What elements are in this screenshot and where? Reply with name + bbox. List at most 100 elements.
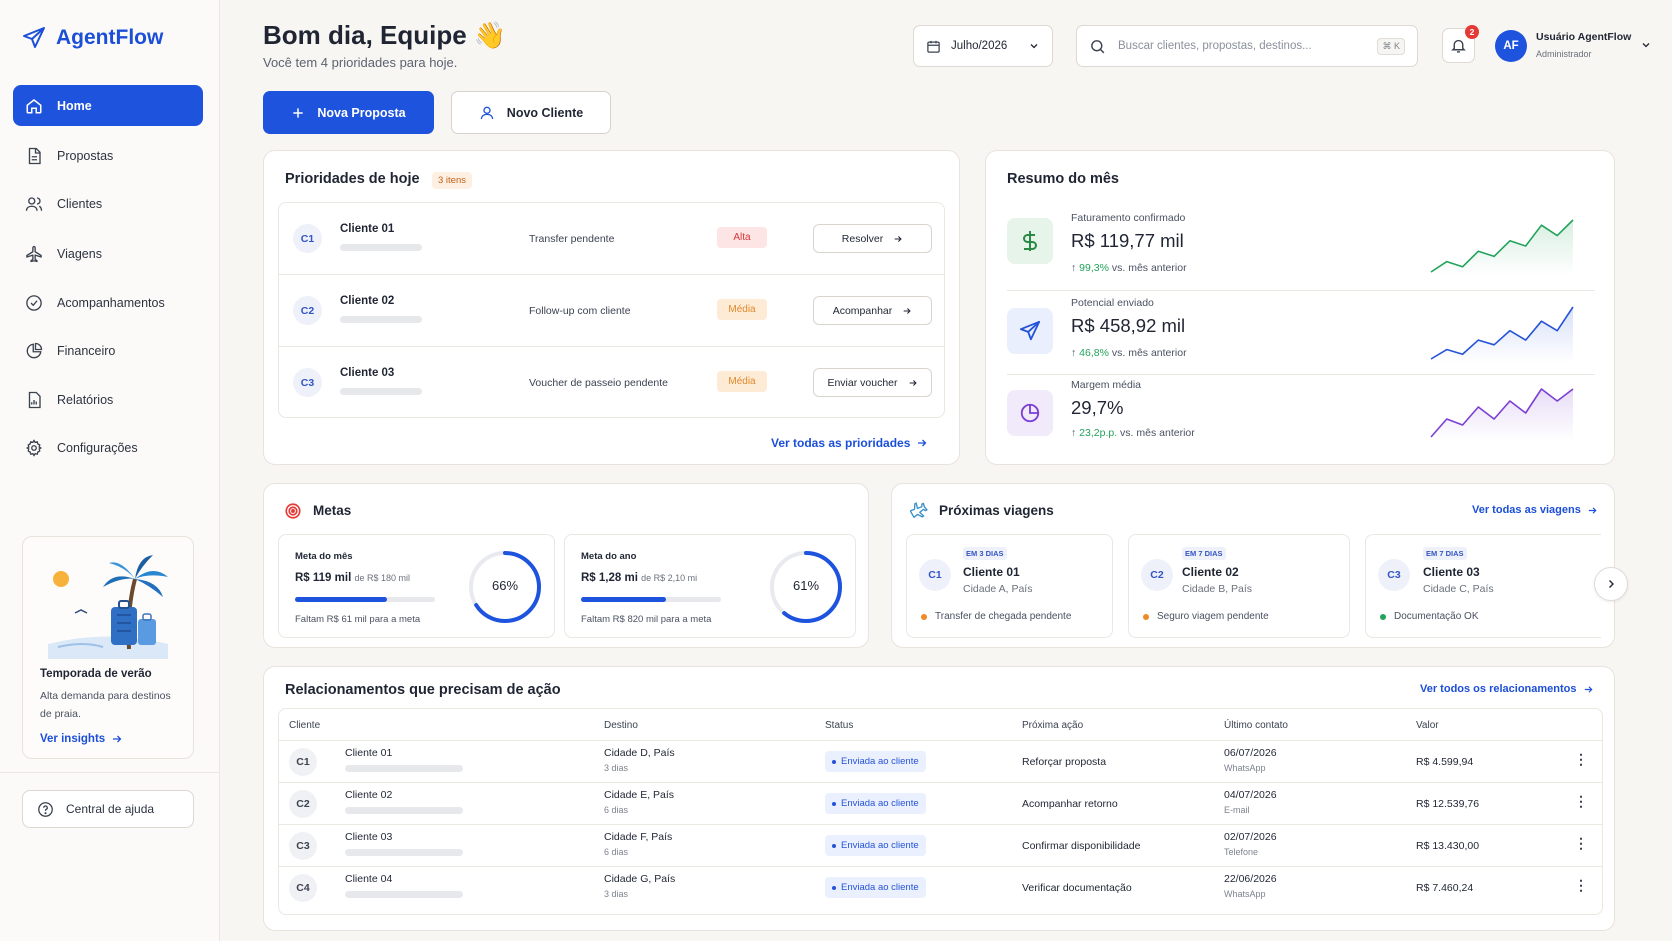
table-row[interactable]: C4 Cliente 04 Cidade G, País 3 dias Envia… <box>279 866 1602 908</box>
notifications-button[interactable]: 2 <box>1442 25 1479 63</box>
paper-plane-icon <box>23 27 45 48</box>
kpi-value: R$ 458,92 mil <box>1071 315 1186 336</box>
arrow-right-icon <box>1584 685 1593 693</box>
insights-link[interactable]: Ver insights <box>40 733 123 745</box>
sidebar-item-relatorios[interactable]: Relatórios <box>13 379 203 420</box>
priority-task: Transfer pendente <box>529 233 615 245</box>
row-status: Enviada ao cliente <box>825 835 926 856</box>
table-row[interactable]: C1 Cliente 01 Cidade D, País 3 dias Envia… <box>279 740 1602 782</box>
trip-card[interactable]: EM 3 DIAS C1 Cliente 01 Cidade A, País T… <box>906 534 1113 638</box>
resolve-button[interactable]: Resolver <box>813 224 932 253</box>
goals-title: Metas <box>313 503 352 518</box>
row-next-action: Verificar documentação <box>1022 882 1132 894</box>
plane-icon <box>910 502 928 519</box>
new-proposal-button[interactable]: Nova Proposta <box>263 91 434 134</box>
relationships-table: Cliente Destino Status Próxima ação Últi… <box>278 708 1603 915</box>
trip-client-name: Cliente 01 <box>963 565 1020 579</box>
sidebar-item-label: Relatórios <box>57 392 114 407</box>
priority-client-name: Cliente 02 <box>340 295 395 307</box>
promo-description: Alta demanda para destinos de praia. <box>40 690 171 720</box>
user-name[interactable]: Usuário AgentFlow <box>1536 31 1632 43</box>
trip-status-text: Seguro viagem pendente <box>1157 611 1269 622</box>
row-more-options-icon[interactable]: ⋮ <box>1574 835 1588 851</box>
priorities-title: Prioridades de hoje <box>285 171 420 187</box>
row-last-contact: 02/07/2026 Telefone <box>1224 831 1277 857</box>
month-selector[interactable]: Julho/2026 <box>913 25 1053 67</box>
app-logo[interactable]: AgentFlow <box>22 26 163 50</box>
report-icon <box>28 391 41 408</box>
sidebar-item-label: Propostas <box>57 148 114 163</box>
column-header: Valor <box>1416 720 1439 731</box>
last-contact-channel: E-mail <box>1224 805 1250 815</box>
sidebar-item-viagens[interactable]: Viagens <box>13 233 203 274</box>
skeleton-line <box>345 807 463 814</box>
promo-card: Temporada de verão Alta demanda para des… <box>22 536 194 759</box>
sidebar: AgentFlow Home Propostas Clientes Viagen… <box>0 0 220 941</box>
row-more-options-icon[interactable]: ⋮ <box>1574 751 1588 767</box>
trip-status-text: Transfer de chegada pendente <box>935 611 1072 622</box>
all-relationships-link[interactable]: Ver todos os relacionamentos <box>1420 683 1594 695</box>
column-header: Último contato <box>1224 720 1288 731</box>
sidebar-item-clientes[interactable]: Clientes <box>13 183 203 224</box>
all-trips-link[interactable]: Ver todas as viagens <box>1472 504 1598 516</box>
goal-progress-ring <box>469 551 541 623</box>
user-avatar[interactable]: AF <box>1495 30 1527 62</box>
sidebar-item-propostas[interactable]: Propostas <box>13 135 203 176</box>
row-more-options-icon[interactable]: ⋮ <box>1574 877 1588 893</box>
all-trips-link-label: Ver todas as viagens <box>1472 504 1581 516</box>
goal-current: R$ 119 mil <box>295 572 352 584</box>
status-badge-label: Enviada ao cliente <box>841 756 919 767</box>
user-menu-chevron-icon[interactable] <box>1640 39 1652 51</box>
trip-card[interactable]: EM 7 DIAS C2 Cliente 02 Cidade B, País S… <box>1128 534 1350 638</box>
goal-progress-ring <box>770 551 842 623</box>
sparkline-area <box>1431 389 1573 441</box>
goal-progress-track <box>581 597 721 602</box>
trip-card[interactable]: EM 7 DIAS C3 Cliente 03 Cidade C, País D… <box>1365 534 1601 638</box>
send-voucher-button[interactable]: Enviar voucher <box>813 368 932 397</box>
kpi-delta-text: vs. mês anterior <box>1111 262 1187 274</box>
client-avatar: C3 <box>293 368 322 397</box>
kpi-value: R$ 119,77 mil <box>1071 230 1184 251</box>
follow-up-button[interactable]: Acompanhar <box>813 296 932 325</box>
priority-row: C1 Cliente 01 Transfer pendente Alta Res… <box>279 203 944 275</box>
row-client-name: Cliente 02 <box>345 789 393 801</box>
goal-target: de R$ 180 mil <box>354 573 410 583</box>
trip-days-badge: EM 7 DIAS <box>1182 547 1226 560</box>
row-more-options-icon[interactable]: ⋮ <box>1574 793 1588 809</box>
trips-title: Próximas viagens <box>939 503 1054 518</box>
goals-card: Metas Meta do mês R$ 119 mil de R$ 180 m… <box>263 483 869 648</box>
client-avatar: C2 <box>293 296 322 325</box>
new-client-label: Novo Cliente <box>506 105 584 120</box>
skeleton-line <box>345 891 463 898</box>
help-center-button[interactable]: Central de ajuda <box>22 790 194 828</box>
all-priorities-link-label: Ver todas as prioridades <box>771 436 911 450</box>
kpi-value: 29,7% <box>1071 397 1124 418</box>
row-destination: Cidade F, País 6 dias <box>604 831 672 857</box>
sidebar-item-financeiro[interactable]: Financeiro <box>13 330 203 371</box>
help-circle-icon <box>38 801 53 817</box>
status-dot <box>921 613 927 620</box>
all-relationships-link-label: Ver todos os relacionamentos <box>1420 683 1577 695</box>
sidebar-item-home[interactable]: Home <box>13 85 203 126</box>
chevron-down-icon <box>1030 44 1038 49</box>
beach-illustration <box>48 555 168 659</box>
goal-target: de R$ 2,10 mi <box>641 573 698 583</box>
status-badge: Enviada ao cliente <box>825 793 926 814</box>
goal-remaining: Faltam R$ 820 mil para a meta <box>581 614 712 625</box>
sidebar-item-configuracoes[interactable]: Configurações <box>13 427 203 468</box>
search-input[interactable] <box>1118 40 1366 52</box>
status-badge: Enviada ao cliente <box>825 751 926 772</box>
last-contact-date: 04/07/2026 <box>1224 789 1277 801</box>
table-row[interactable]: C2 Cliente 02 Cidade E, País 6 dias Envia… <box>279 782 1602 824</box>
trips-next-button[interactable] <box>1594 567 1628 601</box>
kpi-label: Faturamento confirmado <box>1071 212 1186 224</box>
sidebar-item-acompanhamentos[interactable]: Acompanhamentos <box>13 282 203 323</box>
table-row[interactable]: C3 Cliente 03 Cidade F, País 6 dias Envia… <box>279 824 1602 866</box>
client-avatar: C3 <box>289 832 317 860</box>
new-client-button[interactable]: Novo Cliente <box>451 91 611 134</box>
destination-city: Cidade F, País <box>604 831 673 843</box>
client-avatar: C1 <box>293 224 322 253</box>
priority-level-badge: Média <box>717 299 767 320</box>
all-priorities-link[interactable]: Ver todas as prioridades <box>771 436 928 450</box>
row-value: R$ 7.460,24 <box>1416 882 1474 894</box>
